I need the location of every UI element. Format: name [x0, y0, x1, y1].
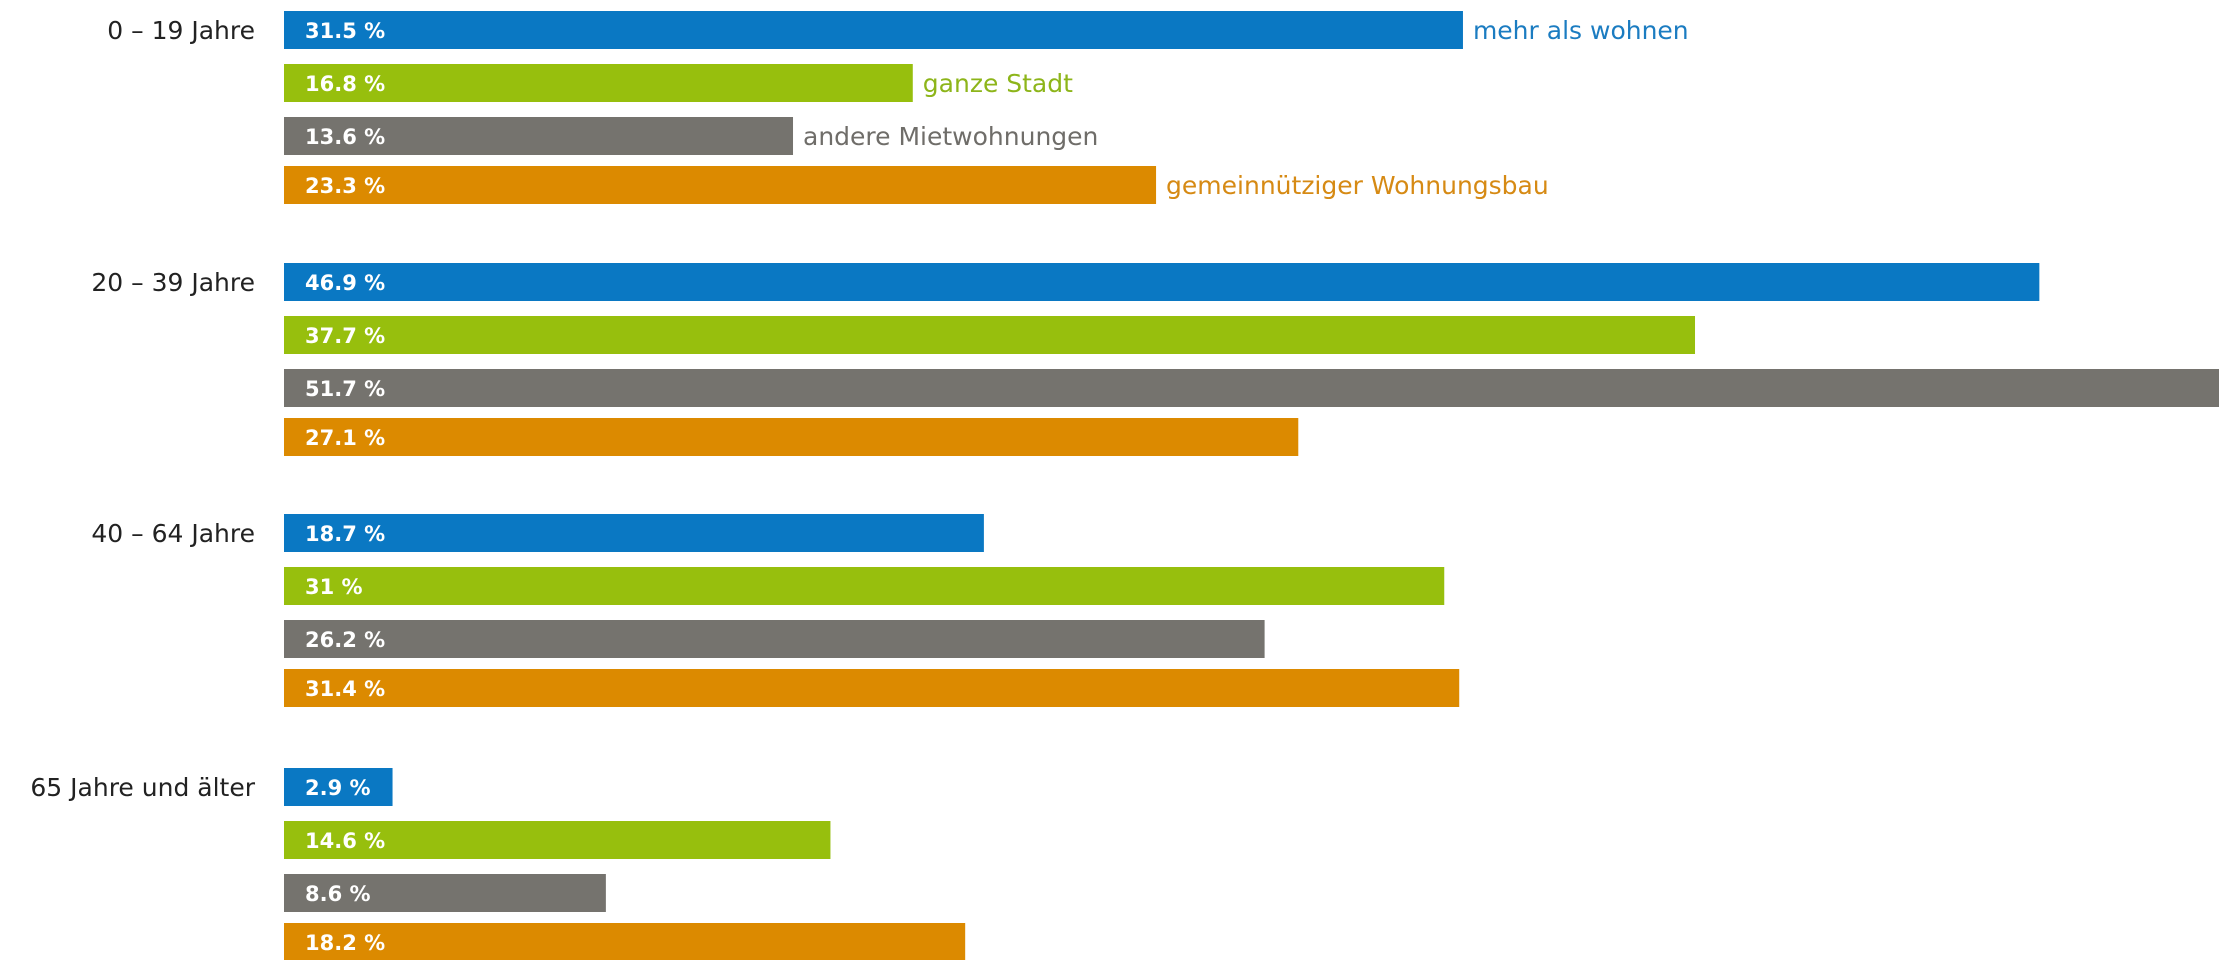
value-label: 2.9 % — [305, 776, 371, 800]
value-label: 14.6 % — [305, 829, 385, 853]
bar-ganze-stadt-20-39-jahre — [284, 316, 1696, 354]
bar-andere-mietwohnungen-65-jahre-und-lter — [284, 874, 606, 912]
value-label: 46.9 % — [305, 271, 385, 295]
value-label: 8.6 % — [305, 882, 371, 906]
value-label: 27.1 % — [305, 426, 385, 450]
value-label: 31 % — [305, 575, 363, 599]
value-label: 51.7 % — [305, 377, 385, 401]
category-label-40-64-jahre: 40 – 64 Jahre — [91, 519, 255, 548]
bar-mehr-als-wohnen-0-19-jahre — [284, 11, 1463, 49]
value-label: 23.3 % — [305, 174, 385, 198]
series-label-ganze-stadt: ganze Stadt — [923, 69, 1073, 98]
bar-andere-mietwohnungen-20-39-jahre — [284, 369, 2219, 407]
category-label-0-19-jahre: 0 – 19 Jahre — [107, 16, 255, 45]
bar-gemeinn-tziger-wohnungsbau-40-64-jahre — [284, 669, 1460, 707]
value-label: 18.7 % — [305, 522, 385, 546]
bar-mehr-als-wohnen-40-64-jahre — [284, 514, 984, 552]
value-label: 18.2 % — [305, 931, 385, 955]
bar-andere-mietwohnungen-0-19-jahre — [284, 117, 794, 155]
value-label: 13.6 % — [305, 125, 385, 149]
bar-ganze-stadt-40-64-jahre — [284, 567, 1445, 605]
bar-mehr-als-wohnen-65-jahre-und-lter — [284, 768, 393, 806]
series-label-andere-mietwohnungen: andere Mietwohnungen — [803, 122, 1098, 151]
series-label-gemeinn-tziger-wohnungsbau: gemeinnütziger Wohnungsbau — [1166, 171, 1549, 200]
bar-andere-mietwohnungen-40-64-jahre — [284, 620, 1265, 658]
value-label: 37.7 % — [305, 324, 385, 348]
value-label: 31.4 % — [305, 677, 385, 701]
bar-gemeinn-tziger-wohnungsbau-20-39-jahre — [284, 418, 1299, 456]
series-label-mehr-als-wohnen: mehr als wohnen — [1473, 16, 1689, 45]
bar-ganze-stadt-65-jahre-und-lter — [284, 821, 831, 859]
category-label-20-39-jahre: 20 – 39 Jahre — [91, 268, 255, 297]
value-label: 16.8 % — [305, 72, 385, 96]
value-label: 26.2 % — [305, 628, 385, 652]
bar-mehr-als-wohnen-20-39-jahre — [284, 263, 2040, 301]
category-label-65-jahre-und-lter: 65 Jahre und älter — [30, 773, 255, 802]
bar-ganze-stadt-0-19-jahre — [284, 64, 913, 102]
bar-gemeinn-tziger-wohnungsbau-65-jahre-und-lter — [284, 923, 966, 960]
value-label: 31.5 % — [305, 19, 385, 43]
bar-gemeinn-tziger-wohnungsbau-0-19-jahre — [284, 166, 1157, 204]
